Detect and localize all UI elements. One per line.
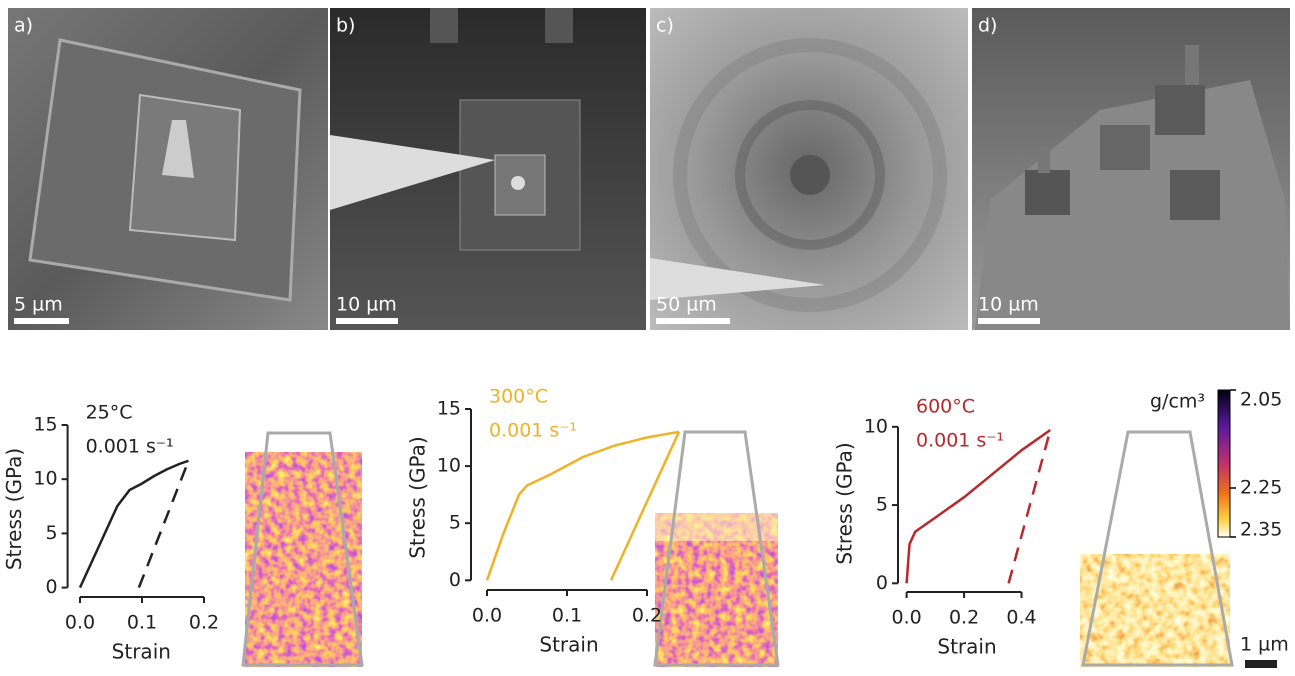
annotation: 25°C bbox=[86, 402, 133, 424]
colorbar-tick-label: 2.05 bbox=[1240, 389, 1282, 411]
y-tick-label: 0 bbox=[449, 569, 461, 591]
panel-label: d) bbox=[978, 15, 997, 37]
annotation: 0.001 s⁻¹ bbox=[489, 420, 577, 442]
figure: a) 5 µm b) 10 µm c) 50 µm d) 10 µm 0 5 10 15 0.0 0.1 0… bbox=[0, 0, 1295, 671]
panel-a bbox=[8, 8, 328, 330]
colorbar-label: g/cm³ bbox=[1150, 391, 1205, 413]
x-tick-label: 0.2 bbox=[189, 612, 219, 634]
y-tick-label: 5 bbox=[46, 522, 58, 544]
x-tick-label: 0.0 bbox=[65, 612, 95, 634]
panel-label: c) bbox=[656, 15, 674, 37]
y-axis-title: Stress (GPa) bbox=[833, 442, 857, 564]
scale-label: 10 µm bbox=[978, 294, 1039, 316]
colorbar-tick-label: 2.35 bbox=[1240, 519, 1282, 541]
scale-label: 5 µm bbox=[14, 294, 63, 316]
y-tick-label: 15 bbox=[33, 414, 57, 436]
y-tick-label: 10 bbox=[864, 415, 888, 437]
curve bbox=[80, 461, 189, 588]
annotation: 300°C bbox=[489, 386, 548, 408]
x-axis-title: Strain bbox=[112, 640, 171, 664]
panel-c bbox=[650, 8, 968, 330]
y-tick-label: 5 bbox=[449, 512, 461, 534]
x-tick-label: 0.1 bbox=[552, 605, 582, 627]
scale-bar-label: 1 µm bbox=[1240, 634, 1289, 656]
annotation: 600°C bbox=[916, 396, 975, 418]
panel-label: a) bbox=[14, 15, 33, 37]
y-tick-label: 15 bbox=[437, 398, 461, 420]
annotation: 0.001 s⁻¹ bbox=[86, 436, 174, 458]
x-tick-label: 0.2 bbox=[632, 605, 662, 627]
x-axis-title: Strain bbox=[539, 633, 598, 657]
x-tick-label: 0.0 bbox=[472, 605, 502, 627]
panel-d bbox=[972, 8, 1290, 330]
curve bbox=[1009, 430, 1051, 583]
x-tick-label: 0.1 bbox=[127, 612, 157, 634]
y-tick-label: 10 bbox=[33, 468, 57, 490]
scale-label: 50 µm bbox=[656, 294, 717, 316]
density-maps bbox=[243, 390, 1277, 668]
x-axis-title: Strain bbox=[937, 635, 996, 659]
y-tick-label: 5 bbox=[876, 494, 888, 516]
x-tick-label: 0.4 bbox=[1006, 607, 1036, 629]
x-tick-label: 0.0 bbox=[892, 607, 922, 629]
y-axis-title: Stress (GPa) bbox=[2, 448, 26, 570]
y-axis-title: Stress (GPa) bbox=[406, 436, 430, 558]
annotation: 0.001 s⁻¹ bbox=[916, 430, 1004, 452]
colorbar-tick-label: 2.25 bbox=[1240, 477, 1282, 499]
y-tick-label: 0 bbox=[876, 572, 888, 594]
panel-b bbox=[330, 8, 646, 330]
x-tick-label: 0.2 bbox=[949, 607, 979, 629]
y-tick-label: 0 bbox=[46, 576, 58, 598]
curve bbox=[487, 432, 679, 581]
scale-label: 10 µm bbox=[336, 294, 397, 316]
panel-label: b) bbox=[336, 15, 355, 37]
y-tick-label: 10 bbox=[437, 455, 461, 477]
